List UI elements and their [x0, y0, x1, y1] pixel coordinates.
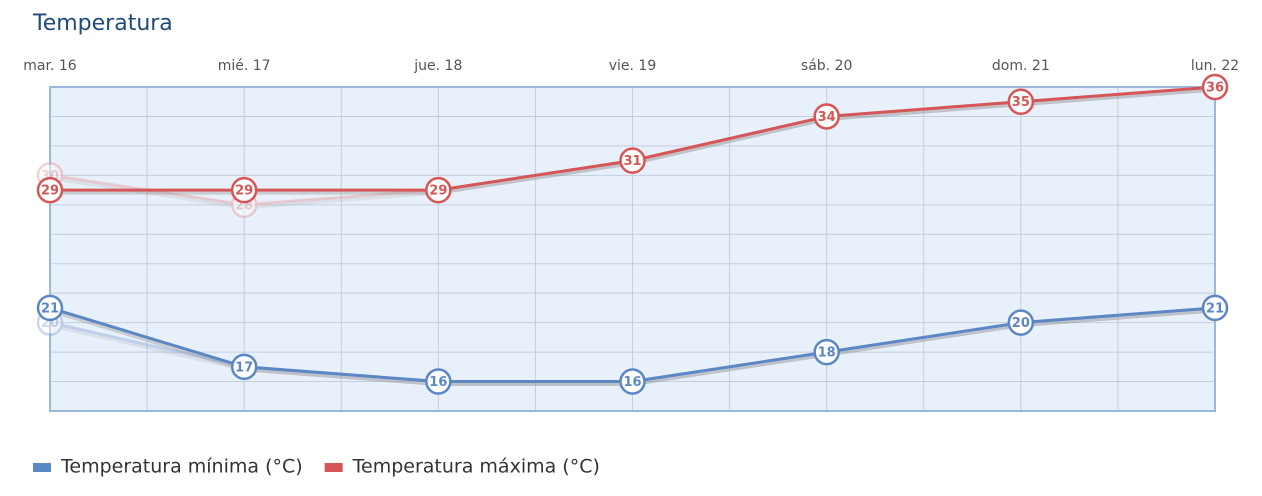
data-label: 29 — [429, 184, 447, 199]
data-label: 29 — [235, 184, 253, 199]
series: 21 17 16 16 18 20 21 — [36, 294, 1229, 395]
point — [619, 147, 646, 174]
point — [230, 176, 258, 204]
x-tick-label: jue. 18 — [413, 58, 462, 74]
data-label: 36 — [1206, 81, 1224, 96]
point — [1201, 294, 1229, 322]
point — [813, 103, 840, 130]
series: 29 29 29 31 34 35 36 — [36, 73, 1229, 204]
plot-border — [49, 86, 1216, 412]
x-tick-label: lun. 22 — [1191, 58, 1239, 74]
data-label: 29 — [41, 184, 59, 199]
point — [36, 294, 64, 322]
point — [1007, 88, 1035, 115]
point — [1007, 309, 1035, 336]
x-tick-label: mar. 16 — [23, 58, 76, 74]
point — [813, 338, 840, 366]
data-label: 21 — [1206, 301, 1224, 316]
data-label: 31 — [623, 154, 641, 169]
point — [425, 368, 452, 395]
data-label: 35 — [1012, 95, 1030, 110]
x-tick-label: mié. 17 — [218, 58, 271, 74]
legend-label: Temperatura mínima (°C) — [60, 456, 303, 478]
x-tick-label: sáb. 20 — [801, 58, 852, 74]
point — [36, 176, 64, 204]
point — [619, 368, 646, 395]
point — [230, 353, 258, 381]
legend-swatch — [33, 463, 51, 472]
data-label: 16 — [623, 375, 641, 390]
legend-swatch — [324, 463, 343, 472]
data-label: 18 — [818, 346, 836, 361]
x-tick-label: vie. 19 — [609, 58, 657, 74]
data-label: 20 — [1012, 316, 1030, 331]
point — [1201, 73, 1229, 101]
legend-label: Temperatura máxima (°C) — [352, 456, 600, 478]
data-label: 16 — [429, 375, 447, 390]
data-label: 17 — [235, 360, 253, 375]
chart-title: Temperatura — [32, 11, 173, 36]
data-label: 21 — [41, 301, 59, 316]
point — [425, 176, 452, 204]
x-tick-label: dom. 21 — [992, 58, 1050, 74]
data-label: 34 — [818, 110, 836, 125]
